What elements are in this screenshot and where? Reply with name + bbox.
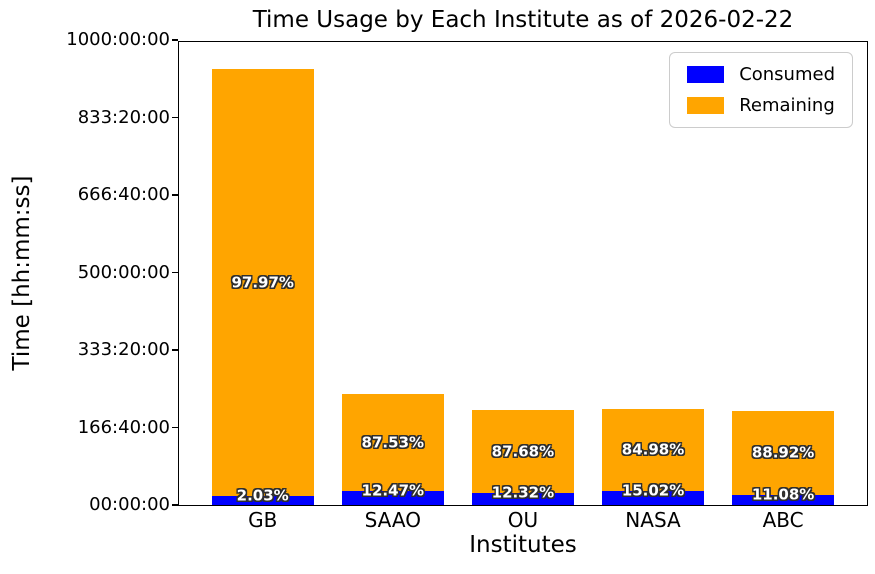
bar-segment-remaining [471,410,574,494]
x-tick-label-ou: OU [507,508,539,532]
bar-segment-remaining [732,410,835,495]
x-tick-label-saao: SAAO [364,508,421,532]
x-axis-label: Institutes [469,532,577,558]
bar-group-ou: 87.68% 12.32% [471,410,574,505]
bar-group-gb: 97.97% 2.03% [211,69,314,505]
legend: Consumed Remaining [669,52,853,128]
y-tick-mark [172,116,178,119]
y-tick-mark [172,39,178,41]
remaining-pct-label: 97.97% [231,273,294,292]
bar-group-abc: 88.92% 11.08% [732,410,835,505]
consumed-pct-label: 11.08% [751,485,815,504]
bar-segment-consumed [341,491,444,505]
bar-segment-remaining [211,69,314,497]
y-tick-mark [172,194,178,196]
consumed-pct-label: 12.32% [491,483,555,502]
plot-area: 00:00:00 166:40:00 333:20:00 500:00:00 666:4… [66,31,868,532]
y-tick-mark [172,271,178,274]
bar-segment-remaining [602,409,704,491]
chart-title: Time Usage by Each Institute as of 2026-… [252,7,794,33]
consumed-pct-label: 12.47% [361,481,425,500]
remaining-pct-label: 88.92% [751,443,815,462]
y-tick-label: 166:40:00 [77,416,170,438]
legend-label-remaining: Remaining [739,95,835,116]
bar-group-nasa: 84.98% 15.02% [602,409,704,505]
y-tick-mark [172,349,178,351]
legend-entry-remaining: Remaining [687,95,835,116]
legend-swatch-consumed [687,66,725,83]
x-tick-label-gb: GB [248,508,278,532]
remaining-pct-label: 87.53% [361,433,425,452]
bar-segment-consumed [732,494,835,505]
y-axis-label: Time [hh:mm:ss] [9,175,35,371]
x-tick-label-abc: ABC [762,508,804,532]
y-tick-label: 666:40:00 [77,184,170,205]
bar-segment-consumed [211,496,314,505]
y-tick-label: 833:20:00 [77,106,170,128]
remaining-pct-label: 87.68% [491,442,555,461]
legend-label-consumed: Consumed [739,64,835,85]
legend-swatch-remaining [687,97,725,114]
y-tick-label: 00:00:00 [89,494,170,515]
y-tick-label: 500:00:00 [77,261,170,283]
remaining-pct-label: 84.98% [621,440,685,459]
bar-group-saao: 87.53% 12.47% [341,393,444,505]
y-tick-label: 1000:00:00 [66,29,170,50]
x-tick-label-nasa: NASA [625,508,681,532]
consumed-pct-label: 2.03% [236,486,289,505]
bar-segment-remaining [341,393,444,492]
bar-segment-consumed [602,490,704,505]
y-tick-label: 333:20:00 [77,339,170,361]
legend-entry-consumed: Consumed [687,64,835,85]
consumed-pct-label: 15.02% [621,481,685,500]
y-tick-mark [172,426,178,429]
bar-segment-consumed [471,493,574,505]
y-tick-mark [172,504,178,506]
